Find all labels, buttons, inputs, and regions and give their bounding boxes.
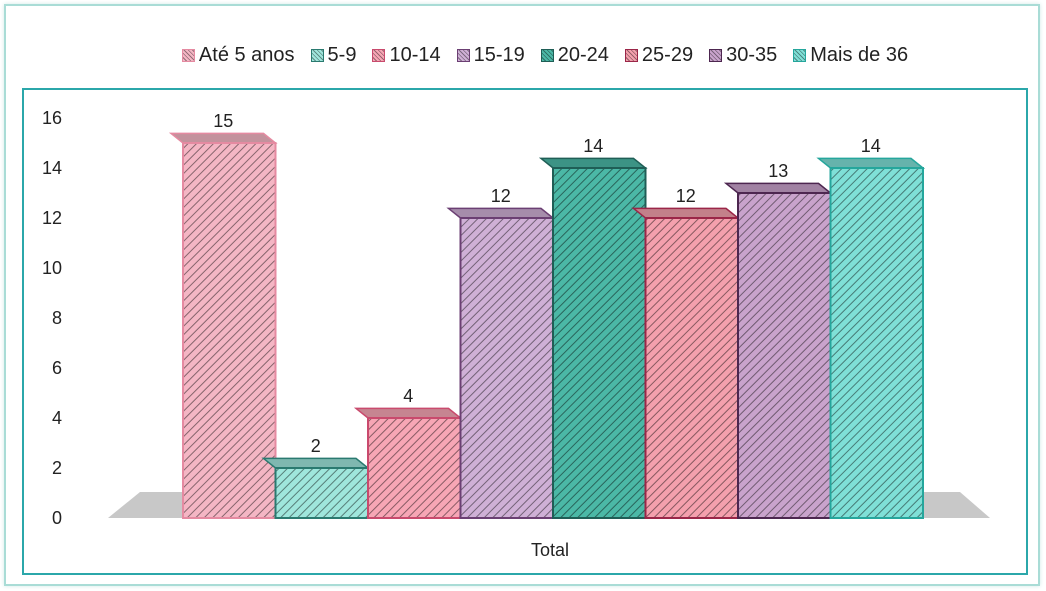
legend-item: 10-14 bbox=[372, 43, 441, 67]
y-tick-label: 14 bbox=[42, 158, 62, 178]
legend-swatch bbox=[793, 48, 807, 62]
bar-2 bbox=[261, 457, 371, 519]
bar-front-face bbox=[737, 192, 832, 519]
bar-top-face bbox=[723, 182, 833, 194]
bar-5 bbox=[538, 157, 648, 519]
bar-7 bbox=[723, 182, 833, 519]
bar-8 bbox=[816, 157, 926, 519]
y-tick-label: 10 bbox=[42, 258, 62, 278]
data-label: 14 bbox=[583, 136, 603, 156]
legend-item: 15-19 bbox=[456, 43, 525, 67]
y-tick-label: 12 bbox=[42, 208, 62, 228]
bar-top-face bbox=[538, 157, 648, 169]
plot-area bbox=[22, 88, 1028, 575]
legend-label: 10-14 bbox=[389, 43, 441, 66]
legend-swatch bbox=[181, 48, 195, 62]
data-label: 15 bbox=[213, 111, 233, 131]
y-tick-label: 2 bbox=[52, 458, 62, 478]
legend-item: 5-9 bbox=[310, 43, 357, 67]
legend-item: Até 5 anos bbox=[181, 43, 295, 67]
bar-4 bbox=[446, 207, 556, 519]
legend-label: 25-29 bbox=[641, 43, 694, 66]
legend-item: Mais de 36 bbox=[793, 44, 908, 67]
y-tick-label: 0 bbox=[52, 508, 62, 528]
data-label: 14 bbox=[861, 136, 881, 156]
bar-3 bbox=[353, 407, 463, 519]
y-tick-label: 16 bbox=[42, 108, 62, 128]
legend-item: 25-29 bbox=[624, 43, 694, 67]
y-tick-label: 8 bbox=[52, 308, 62, 328]
bar-1 bbox=[168, 132, 278, 519]
legend-swatch bbox=[310, 48, 324, 62]
data-label: 12 bbox=[676, 186, 696, 206]
legend-label: 15-19 bbox=[473, 43, 525, 66]
data-label: 4 bbox=[403, 386, 413, 406]
bar-top-face bbox=[353, 407, 463, 419]
bar-top-face bbox=[168, 132, 278, 144]
bar-front-face bbox=[459, 217, 554, 519]
bar-top-face bbox=[816, 157, 926, 169]
legend-swatch bbox=[456, 48, 470, 62]
x-axis-label: Total bbox=[531, 540, 569, 560]
y-tick-label: 4 bbox=[52, 408, 62, 428]
legend-label: 20-24 bbox=[557, 43, 609, 66]
bar-front-face bbox=[274, 467, 369, 519]
legend-item: 30-35 bbox=[709, 44, 777, 67]
legend-label: Mais de 36 bbox=[810, 43, 909, 66]
bar-front-face bbox=[182, 142, 277, 519]
data-label: 12 bbox=[491, 186, 511, 206]
legend-swatch bbox=[624, 48, 638, 62]
bar-top-face bbox=[631, 207, 741, 219]
legend-label: 5-9 bbox=[327, 43, 357, 66]
bar-top-face bbox=[446, 207, 556, 219]
bar-front-face bbox=[829, 167, 924, 519]
legend-swatch bbox=[709, 48, 723, 62]
bar-front-face bbox=[367, 417, 462, 519]
legend: Até 5 anos 5-9 10-14 15-19 20-24 25-29 30-35 Ma… bbox=[120, 40, 970, 70]
bar-front-face bbox=[552, 167, 647, 519]
legend-label: 30-35 bbox=[726, 43, 778, 66]
data-label: 13 bbox=[768, 161, 788, 181]
bar-6 bbox=[631, 207, 741, 519]
legend-swatch bbox=[372, 48, 386, 62]
legend-swatch bbox=[540, 48, 554, 62]
bar-top-face bbox=[261, 457, 371, 469]
legend-item: 20-24 bbox=[540, 43, 609, 67]
legend-label: Até 5 anos bbox=[198, 43, 295, 66]
bar-front-face bbox=[644, 217, 739, 519]
y-tick-label: 6 bbox=[52, 358, 62, 378]
data-label: 2 bbox=[311, 436, 321, 456]
